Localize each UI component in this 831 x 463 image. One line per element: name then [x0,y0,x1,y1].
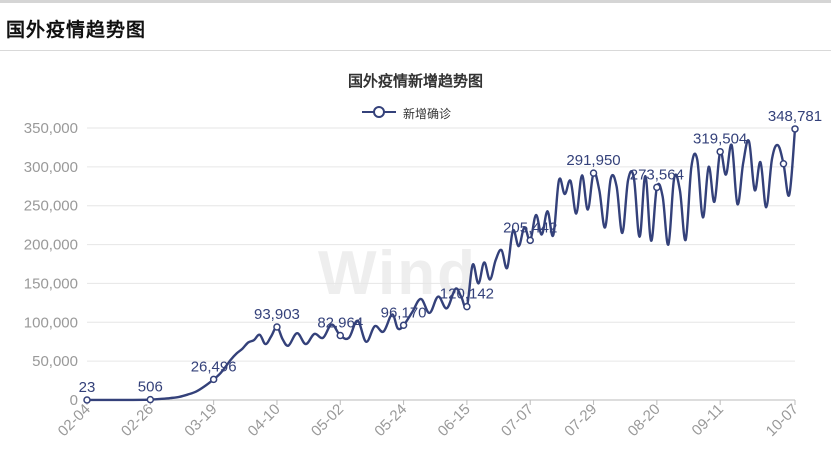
x-tick-label: 02-26 [118,401,157,440]
data-label: 348,781 [768,108,822,125]
top-rule [0,0,831,3]
panel-header: 国外疫情趋势图 [0,3,831,51]
x-tick-label: 05-02 [308,401,347,440]
data-point-marker [336,331,345,340]
data-point-marker [653,183,661,192]
data-label: 291,950 [566,152,620,169]
y-tick-label: 100,000 [24,314,78,331]
x-tick-label: 09-11 [689,401,727,439]
data-point-marker [399,321,408,330]
data-label: 23 [79,379,96,396]
data-point-marker [779,159,788,168]
series-line-new-confirmed [86,128,797,402]
data-point-marker [209,375,218,384]
data-label: 506 [138,379,163,396]
data-point-marker [146,395,155,404]
data-point-marker [273,323,281,331]
data-label: 319,504 [693,131,747,148]
data-point-marker [791,125,799,133]
y-tick-label: 50,000 [32,353,78,370]
data-label: 120,142 [440,286,494,303]
data-label: 273,564 [630,166,684,183]
watermark-logo: Wind [318,239,477,308]
data-label: 82,964 [317,315,363,332]
y-tick-label: 150,000 [24,275,78,292]
y-tick-label: 250,000 [24,198,78,215]
data-point-marker [716,147,724,156]
data-label: 93,903 [254,306,300,323]
panel-title: 国外疫情趋势图 [6,20,147,41]
x-tick-label: 07-07 [498,401,537,440]
y-tick-label: 0 [70,392,78,409]
data-label: 26,496 [191,358,237,375]
chart-title: 国外疫情新增趋势图 [347,73,483,90]
data-label: 96,170 [381,304,427,321]
x-tick-label: 08-20 [625,401,664,440]
y-tick-label: 200,000 [24,237,78,254]
x-tick-label: 03-19 [181,401,220,440]
data-point-marker [83,396,91,404]
y-tick-label: 350,000 [24,120,78,137]
x-tick-label: 10-07 [763,401,802,440]
x-tick-label: 06-15 [435,401,474,440]
data-point-marker [463,302,471,311]
legend-line-marker-icon [362,106,396,118]
data-point-marker [526,236,534,245]
data-point-marker [589,169,598,177]
x-tick-label: 04-10 [245,401,284,440]
y-tick-label: 300,000 [24,159,78,176]
x-tick-label: 07-29 [561,401,600,440]
x-tick-label: 05-24 [371,401,410,440]
data-label: 205,442 [503,219,557,236]
legend-label: 新增确诊 [403,107,452,121]
